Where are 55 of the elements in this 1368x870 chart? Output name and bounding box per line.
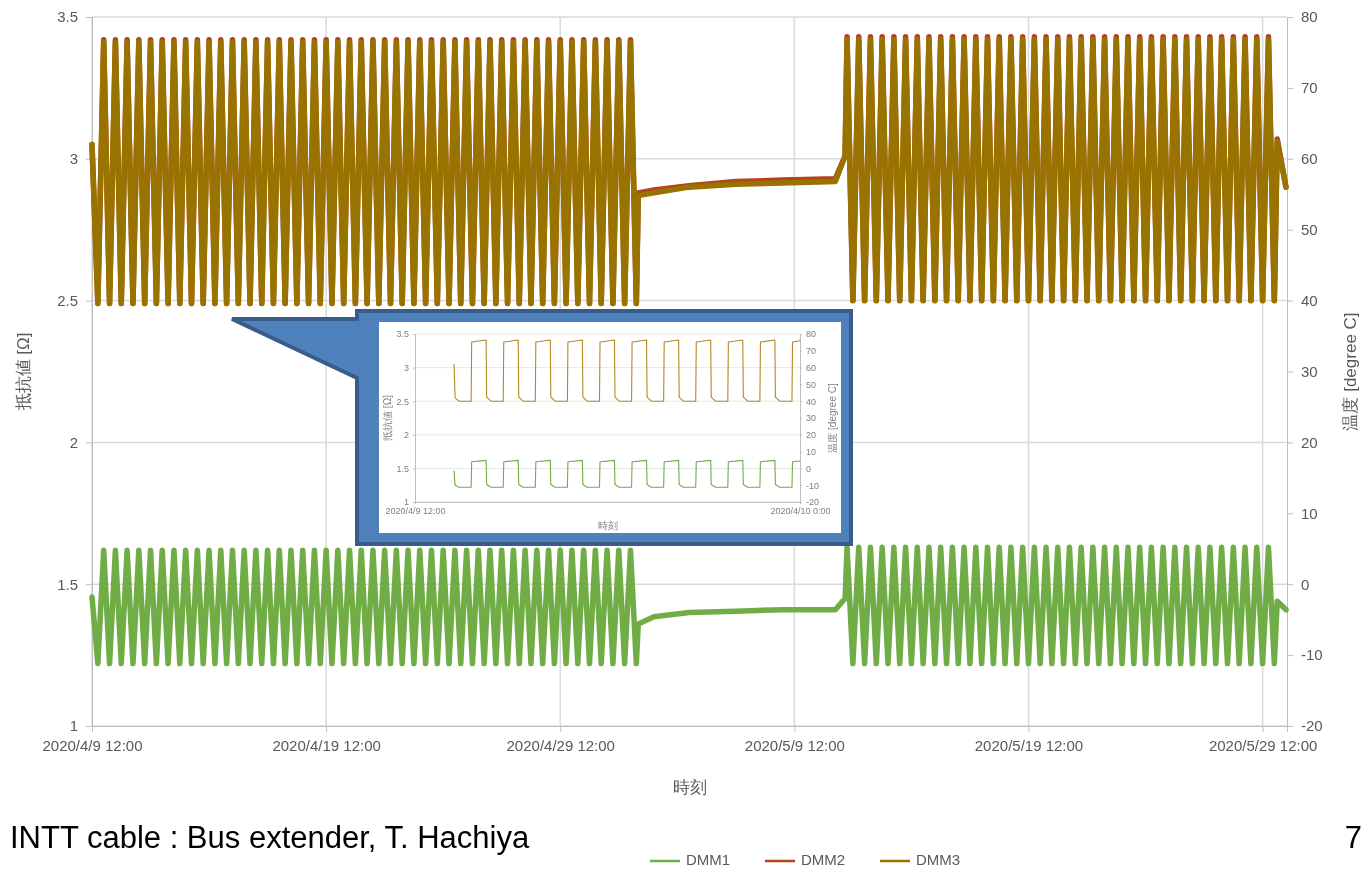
x-tick-label: 2020/5/29 12:00 [1208, 736, 1318, 754]
y2-tick-label: 10 [1301, 504, 1318, 522]
y-tick-label: 3 [69, 150, 78, 168]
x-tick-label: 2020/4/9 12:00 [385, 506, 446, 517]
legend-label: DMM2 [801, 850, 846, 868]
x-tick-label: 2020/4/19 12:00 [272, 736, 381, 754]
y2-tick-label: 70 [806, 346, 817, 357]
x-tick-label: 2020/4/29 12:00 [506, 736, 615, 754]
y-tick-label: 3 [403, 362, 409, 373]
x-tick-label: 2020/4/10 0:00 [770, 506, 831, 517]
y2-tick-label: 80 [806, 329, 817, 340]
y-tick-label: 1 [403, 497, 409, 508]
legend-label: DMM1 [686, 850, 731, 868]
y2-tick-label: 30 [1301, 362, 1318, 380]
y2-tick-label: 80 [1301, 8, 1318, 26]
y2-tick-label: 0 [1301, 575, 1310, 593]
y2-tick-label: 40 [1301, 291, 1318, 309]
x-tick-label: 2020/5/19 12:00 [974, 736, 1084, 754]
line-series [453, 339, 801, 402]
x-tick-label: 2020/5/9 12:00 [744, 736, 845, 754]
text: 7 [1344, 820, 1362, 855]
y-tick-label: 2 [69, 433, 78, 451]
y2-tick-label: 60 [806, 362, 817, 373]
y2-tick-label: 10 [806, 446, 817, 457]
x-tick-label: 2020/4/9 12:00 [42, 736, 143, 754]
x-axis-title: 時刻 [672, 778, 707, 797]
y-tick-label: 1.5 [396, 463, 409, 474]
y2-tick-label: 30 [806, 413, 817, 424]
y-tick-label: 2.5 [57, 291, 78, 309]
y-axis-title: 抵抗値 [Ω] [381, 394, 393, 442]
y-axis-title: 抵抗値 [Ω] [14, 332, 34, 412]
y-tick-label: 2 [403, 430, 409, 441]
y-tick-label: 3.5 [396, 329, 409, 340]
y-tick-label: 3.5 [57, 8, 78, 26]
y2-tick-label: 50 [1301, 221, 1318, 238]
y2-tick-label: 20 [1301, 433, 1318, 451]
y2-tick-label: 0 [806, 463, 812, 474]
y-tick-label: 2.5 [396, 396, 409, 407]
y-tick-label: 1.5 [57, 575, 78, 593]
y2-tick-label: -10 [1301, 646, 1323, 664]
text: INTT cable : Bus extender, T. Hachiya [10, 820, 530, 855]
y2-tick-label: 50 [806, 379, 817, 390]
legend-label: DMM3 [916, 850, 961, 868]
y2-tick-label: -20 [806, 497, 820, 508]
line-series [453, 459, 801, 488]
y2-axis-title: 温度 [degree C] [1341, 312, 1361, 431]
y2-tick-label: -10 [806, 480, 820, 491]
y2-tick-label: 40 [806, 396, 817, 407]
y2-tick-label: 70 [1301, 79, 1318, 97]
y2-axis-title: 温度 [degree C] [826, 383, 838, 453]
y2-tick-label: 60 [1301, 150, 1318, 168]
y-tick-label: 1 [69, 717, 78, 735]
x-axis-title: 時刻 [597, 520, 618, 531]
y2-tick-label: -20 [1301, 717, 1323, 735]
y2-tick-label: 20 [806, 430, 817, 441]
